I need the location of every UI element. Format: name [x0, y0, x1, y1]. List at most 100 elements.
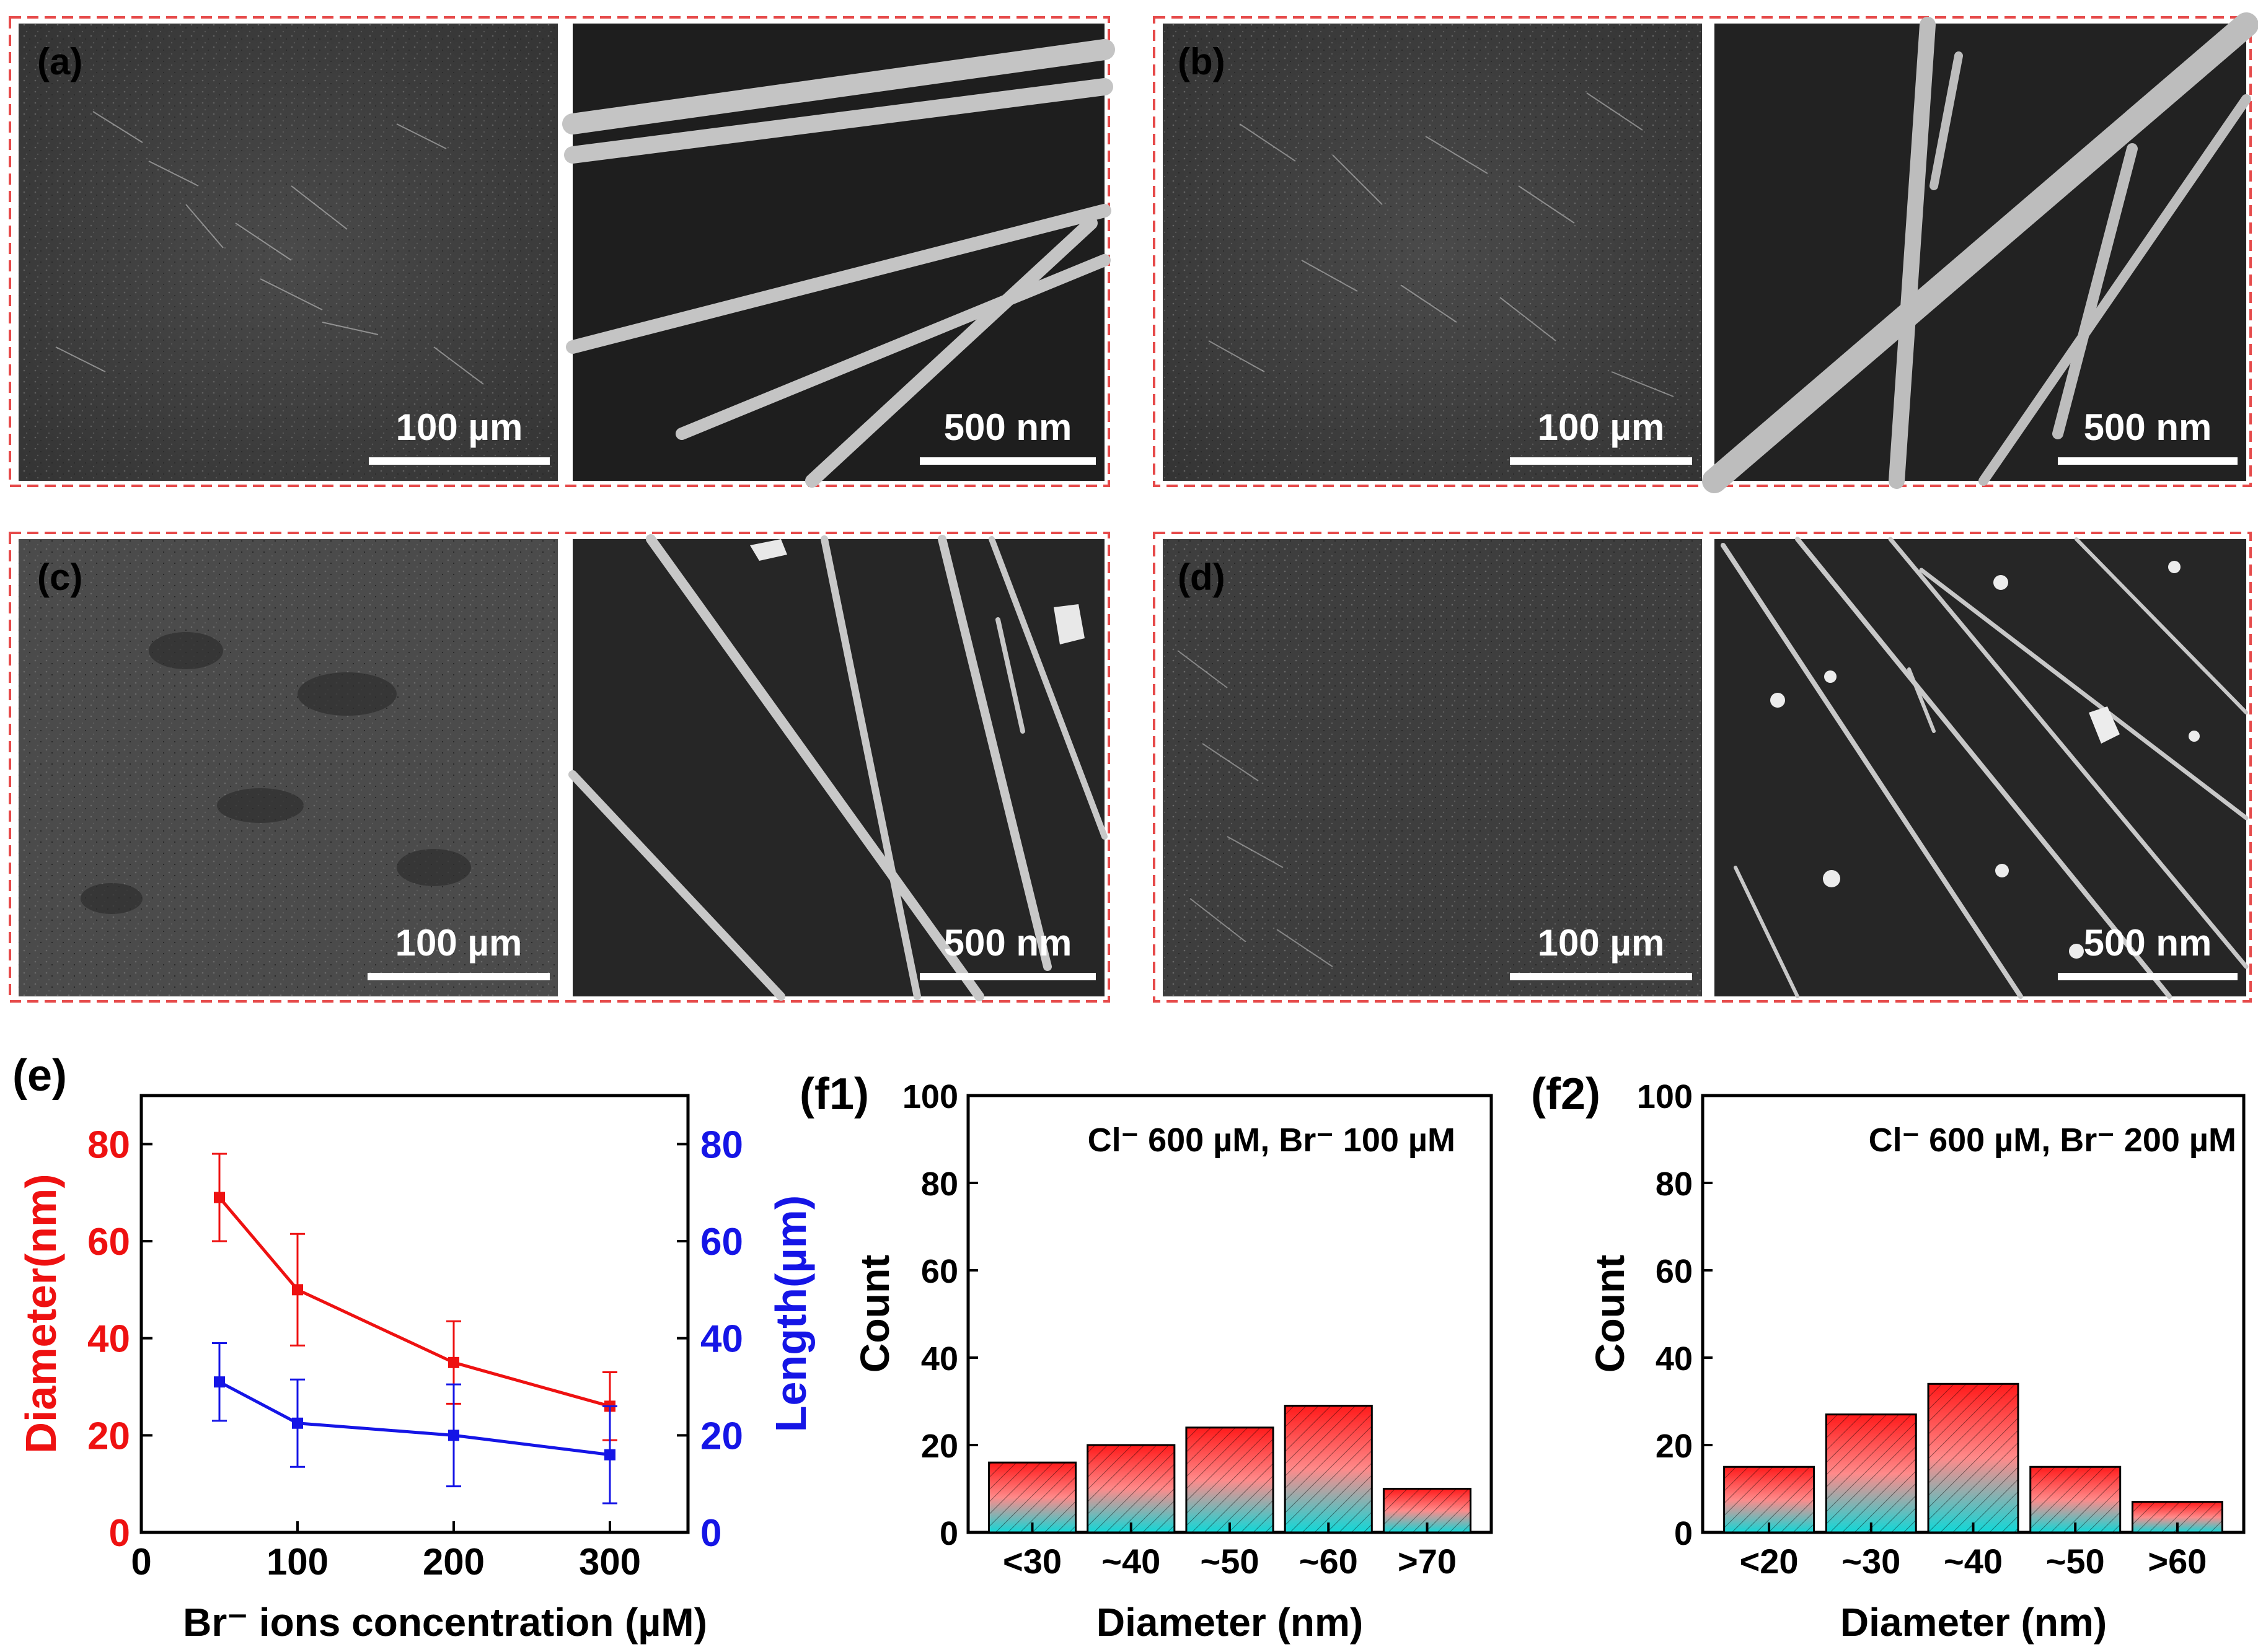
panel-c-right-scale-label: 500 nm [944, 922, 1072, 964]
panel-a-border [9, 16, 1110, 487]
panel-d-left-scale-label: 100 µm [1538, 922, 1665, 964]
chart-e-series-1-point-2 [448, 1430, 459, 1441]
chart-e-series-0-point-3 [604, 1400, 615, 1412]
chart-f1-bar-1 [1087, 1444, 1176, 1534]
chart-f2-bar-hatch-1 [1826, 1414, 1916, 1532]
panel-d: (d) 100 µm 500 nm [1153, 532, 2252, 1003]
panel-b-label: (b) [1178, 41, 1225, 82]
chart-f2-y-tick-label-0: 0 [1674, 1515, 1693, 1552]
chart-e-series-0-point-2 [448, 1356, 459, 1368]
chart-f2-x-tick-label-4: >60 [2148, 1542, 2207, 1581]
chart-f1-y-tick-label-0: 0 [940, 1515, 958, 1552]
panel-d-border [1153, 532, 2252, 1003]
chart-f1-frame [966, 1094, 1493, 1534]
chart-e-frame [139, 1094, 690, 1534]
chart-e-x-tick-label-1: 100 [267, 1541, 329, 1583]
chart-f2-x-ticks: <20 ~30 ~40 ~50 >60 [1740, 1522, 2207, 1581]
chart-f2: (f2) Cl⁻ 600 µM, Br⁻ 200 µM 0 20 40 60 80 100… [1531, 1070, 2246, 1645]
panel-a-low-mag-image [19, 24, 558, 481]
panel-d-high-mag-image [1714, 537, 2249, 999]
chart-e-right-y-tick-label-2: 40 [700, 1318, 743, 1361]
chart-f2-bar-4 [2131, 1501, 2223, 1534]
chart-f2-y-ticks: 0 20 40 60 80 100 [1637, 1078, 1713, 1552]
chart-f2-x-tick-label-2: ~40 [1944, 1542, 2003, 1581]
chart-e-series-0-point-0 [214, 1192, 225, 1203]
chart-f1-x-tick-label-1: ~40 [1101, 1542, 1160, 1581]
chart-e-series-1-point-0 [214, 1376, 225, 1388]
chart-f1-bar-hatch-1 [1087, 1445, 1175, 1532]
chart-e-series-0-line [218, 1196, 611, 1408]
panel-d-right-scale-label: 500 nm [2084, 922, 2212, 964]
chart-f1-y-tick-label-1: 20 [921, 1428, 958, 1465]
chart-f1-x-axis-label: Diameter (nm) [1096, 1600, 1363, 1645]
chart-f2-bar-3 [2029, 1465, 2122, 1534]
chart-f1-y-tick-label-5: 100 [902, 1078, 958, 1115]
chart-e-series-0-point-1 [292, 1284, 303, 1296]
chart-e-x-tick-label-2: 200 [423, 1541, 485, 1583]
chart-f2-frame [1701, 1094, 2246, 1534]
chart-f1-label: (f1) [800, 1070, 869, 1119]
chart-f1-y-tick-label-3: 60 [921, 1253, 958, 1290]
chart-f1-y-ticks: 0 20 40 60 80 100 [902, 1078, 978, 1552]
chart-e-x-tick-label-0: 0 [131, 1541, 151, 1583]
panel-c-low-mag-image [19, 539, 558, 996]
chart-f2-y-axis-label: Count [1587, 1255, 1633, 1373]
chart-e-x-tick-label-3: 300 [579, 1541, 641, 1583]
chart-e-series-1-point-3 [604, 1449, 615, 1461]
chart-e-x-axis-label: Br⁻ ions concentration (µM) [183, 1600, 707, 1645]
panel-b-low-mag-image [1163, 24, 1702, 481]
chart-f1-y-tick-label-4: 80 [921, 1166, 958, 1203]
chart-f2-y-tick-label-5: 100 [1637, 1078, 1693, 1115]
sem-micrographs: (a) 100 µm 500 nm [9, 12, 2258, 1003]
panel-c: (c) 100 µm 500 nm [9, 532, 1110, 1003]
chart-e-left-y-tick-label-4: 80 [87, 1123, 130, 1166]
panel-d-label: (d) [1178, 556, 1225, 598]
chart-f1-bar-hatch-2 [1186, 1427, 1274, 1532]
chart-f1-x-tick-label-4: >70 [1398, 1542, 1457, 1581]
chart-f2-bar-hatch-4 [2132, 1501, 2223, 1532]
panel-c-left-scale-label: 100 µm [395, 922, 523, 964]
panel-c-border [9, 532, 1110, 1003]
panel-a-high-mag-image [562, 24, 1115, 488]
chart-f1-bar-hatch-4 [1383, 1488, 1471, 1532]
chart-f1-y-axis-label: Count [852, 1255, 897, 1373]
chart-f2-y-tick-label-3: 60 [1656, 1253, 1693, 1290]
chart-f1-bar-3 [1284, 1405, 1373, 1534]
chart-f2-bar-1 [1825, 1413, 1917, 1534]
chart-e-right-y-tick-label-3: 60 [700, 1221, 743, 1263]
chart-f2-bar-hatch-2 [1928, 1384, 2018, 1532]
chart-f1-bar-0 [987, 1461, 1077, 1534]
chart-f2-y-tick-label-1: 20 [1656, 1428, 1693, 1465]
chart-f1-bars [987, 1405, 1472, 1534]
panel-b-high-mag-image [1702, 12, 2258, 493]
chart-f2-bar-2 [1927, 1382, 2019, 1534]
chart-e-series-1-line [218, 1380, 611, 1457]
panel-b-left-scale-label: 100 µm [1538, 406, 1665, 448]
chart-f1-x-tick-label-2: ~50 [1201, 1542, 1259, 1581]
chart-f2-bar-hatch-3 [2030, 1467, 2120, 1532]
panel-c-high-mag-image [568, 534, 1108, 1001]
chart-f2-annotation: Cl⁻ 600 µM, Br⁻ 200 µM [1869, 1122, 2236, 1159]
chart-e-series [212, 1153, 617, 1505]
chart-f1-bar-hatch-0 [989, 1462, 1076, 1532]
chart-e-label: (e) [12, 1051, 67, 1101]
chart-e-left-axis-label: Diameter(nm) [17, 1174, 65, 1453]
chart-f2-bar-hatch-0 [1724, 1467, 1814, 1532]
panel-a: (a) 100 µm 500 nm [9, 16, 1115, 488]
chart-f2-bar-0 [1723, 1465, 1815, 1534]
chart-f1-bar-2 [1185, 1426, 1274, 1534]
chart-f1: (f1) Cl⁻ 600 µM, Br⁻ 100 µM 0 20 40 60 80 100… [800, 1070, 1493, 1645]
chart-e-series-1-point-1 [292, 1417, 303, 1429]
chart-f1-annotation: Cl⁻ 600 µM, Br⁻ 100 µM [1088, 1122, 1455, 1159]
chart-f1-bar-hatch-3 [1285, 1405, 1372, 1532]
chart-e-left-y-tick-label-3: 60 [87, 1221, 130, 1263]
chart-e-left-y-tick-label-2: 40 [87, 1318, 130, 1361]
chart-e-right-axis-label: Length(µm) [767, 1195, 815, 1432]
panel-c-label: (c) [37, 556, 82, 598]
chart-e-x-ticks: 0 100 200 300 [131, 1521, 641, 1583]
chart-f2-y-tick-label-2: 40 [1656, 1340, 1693, 1377]
chart-f2-y-tick-label-4: 80 [1656, 1166, 1693, 1203]
chart-f1-x-tick-label-0: <30 [1003, 1542, 1062, 1581]
panel-b: (b) 100 µm 500 nm [1153, 12, 2258, 493]
chart-e-left-y-ticks: 0 20 40 60 80 [87, 1123, 152, 1555]
